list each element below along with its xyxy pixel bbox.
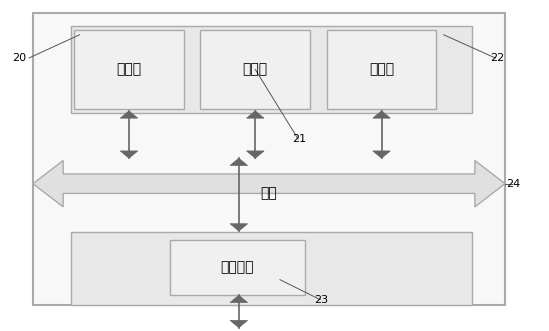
Bar bbox=[327, 30, 436, 109]
Text: 总线: 总线 bbox=[261, 187, 277, 201]
Polygon shape bbox=[247, 151, 264, 158]
Bar bbox=[170, 240, 305, 295]
Text: 存储器: 存储器 bbox=[369, 63, 394, 76]
Bar bbox=[71, 26, 472, 113]
Bar bbox=[200, 30, 310, 109]
Bar bbox=[33, 13, 505, 305]
Polygon shape bbox=[247, 111, 264, 118]
Text: 23: 23 bbox=[314, 295, 328, 305]
Bar bbox=[74, 30, 184, 109]
Text: 20: 20 bbox=[12, 53, 26, 63]
Polygon shape bbox=[373, 111, 390, 118]
Text: 处理器: 处理器 bbox=[116, 63, 142, 76]
Polygon shape bbox=[230, 224, 248, 231]
Polygon shape bbox=[120, 151, 138, 158]
Polygon shape bbox=[230, 320, 248, 328]
Text: 通信接口: 通信接口 bbox=[221, 260, 254, 274]
Polygon shape bbox=[120, 111, 138, 118]
Text: 21: 21 bbox=[292, 134, 306, 144]
Bar bbox=[71, 232, 472, 305]
Polygon shape bbox=[373, 151, 390, 158]
Polygon shape bbox=[230, 295, 248, 303]
Polygon shape bbox=[230, 158, 248, 166]
Text: 24: 24 bbox=[506, 179, 520, 189]
Text: 显示屏: 显示屏 bbox=[243, 63, 268, 76]
Polygon shape bbox=[33, 161, 505, 207]
Text: 22: 22 bbox=[490, 53, 504, 63]
